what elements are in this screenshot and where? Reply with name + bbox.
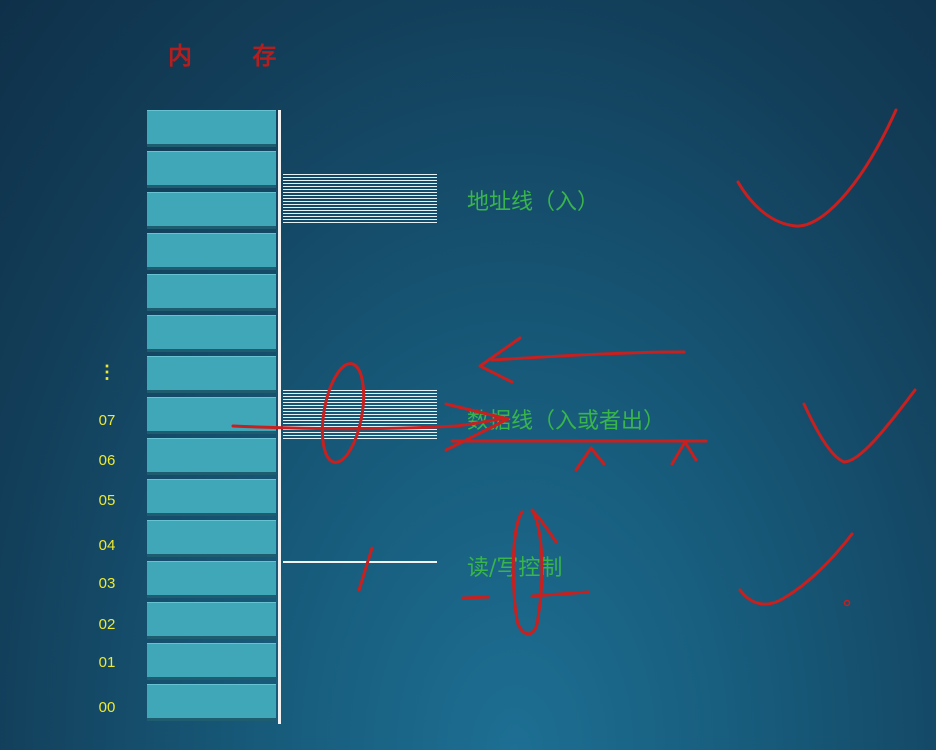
data-bundle-circle (320, 362, 366, 464)
memory-cell (147, 356, 276, 393)
address-label-00: 00 (98, 699, 116, 716)
control-tick-mark (357, 546, 374, 592)
right-arrow-annotation (231, 402, 510, 452)
memory-cell (147, 151, 276, 188)
memory-bus-bar (278, 110, 281, 724)
memory-cell (147, 110, 276, 147)
left-arrow-annotation (478, 336, 686, 384)
address-label-04: 04 (98, 537, 116, 554)
checkmark-data (802, 388, 917, 464)
caret-mark-left (574, 446, 606, 472)
control-line (283, 561, 437, 563)
address-ellipsis: ⋮ (98, 362, 116, 382)
caret-mark-right (670, 440, 698, 466)
address-line-label: 地址线（入） (467, 190, 600, 215)
control-underline (530, 590, 590, 598)
memory-cell (147, 274, 276, 311)
data-lines (283, 390, 437, 440)
checkmark-control (738, 532, 854, 606)
memory-cell (147, 561, 276, 598)
address-label-07: 07 (98, 412, 116, 429)
red-dot (843, 599, 851, 607)
address-label-05: 05 (98, 492, 116, 509)
memory-cell (147, 233, 276, 270)
memory-cell (147, 438, 276, 475)
memory-cell (147, 602, 276, 639)
address-label-01: 01 (98, 654, 116, 671)
address-label-06: 06 (98, 452, 116, 469)
memory-cell (147, 192, 276, 229)
memory-cell (147, 684, 276, 721)
address-lines (283, 174, 437, 224)
checkmark-address (736, 108, 898, 228)
memory-title: 内 存 (168, 41, 303, 70)
memory-cell (147, 520, 276, 557)
memory-cell (147, 643, 276, 680)
address-label-03: 03 (98, 575, 116, 592)
control-dash-mark (461, 595, 490, 600)
address-label-02: 02 (98, 616, 116, 633)
memory-cell (147, 479, 276, 516)
memory-cell (147, 315, 276, 352)
control-slash-circle (511, 508, 558, 636)
